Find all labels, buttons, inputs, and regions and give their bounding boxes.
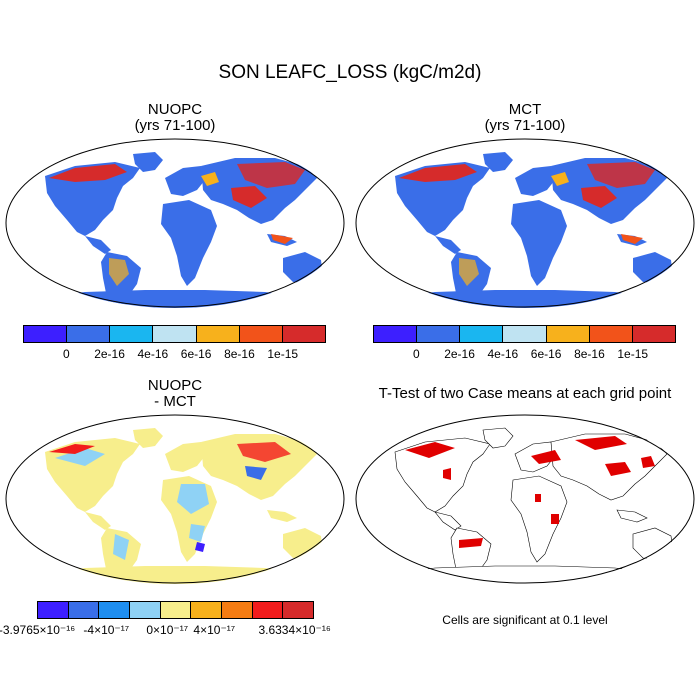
colorbar-swatch: [110, 326, 154, 342]
colorbar-swatch: [252, 602, 284, 618]
colorbar-tick-label: 4e-16: [137, 347, 169, 361]
colorbar-swatch: [417, 326, 461, 342]
colorbar-tick-label: 0: [412, 347, 420, 361]
ttest-note: Cells are significant at 0.1 level: [442, 613, 608, 627]
figure-title: SON LEAFC_LOSS (kgC/m2d): [218, 62, 482, 83]
colorbar-tick-label: 3.6334×10⁻¹⁶: [258, 623, 331, 637]
panel-title-line1: MCT: [508, 101, 542, 118]
colorbar-swatch: [374, 326, 418, 342]
colorbar-swatch: [632, 326, 675, 342]
colorbar-tick-label: 4×10⁻¹⁷: [193, 623, 236, 637]
colorbar-tick-label: 8e-16: [224, 347, 255, 361]
colorbar-swatch: [546, 326, 590, 342]
colorbar-nuopc: [23, 325, 326, 343]
panel-title-nuopc: NUOPC (yrs 71-100): [25, 102, 325, 134]
colorbar-tick-label: 2e-16: [94, 347, 125, 361]
colorbar-tick-label: 0×10⁻¹⁷: [146, 623, 189, 637]
colorbar-tick-label: -3.9765×10⁻¹⁶: [0, 623, 76, 637]
colorbar-tick-label: 2e-16: [444, 347, 475, 361]
panel-title-mct: MCT (yrs 71-100): [375, 102, 675, 134]
map-diff: [5, 414, 345, 584]
colorbar-tick-label: 4e-16: [487, 347, 519, 361]
colorbar-swatch: [130, 602, 161, 618]
panel-title-line1: NUOPC: [147, 377, 203, 394]
colorbar-mct: [373, 325, 676, 343]
colorbar-swatch: [191, 602, 223, 618]
colorbar-swatch: [196, 326, 240, 342]
colorbar-swatch: [503, 326, 547, 342]
panel-title-line1: T-Test of two Case means at each grid po…: [378, 385, 672, 402]
map-nuopc: [5, 138, 345, 308]
colorbar-swatch: [24, 326, 68, 342]
map-mct: [355, 138, 695, 308]
colorbar-swatch: [283, 602, 314, 618]
colorbar-swatch: [38, 602, 69, 618]
colorbar-swatch: [460, 326, 504, 342]
colorbar-swatch: [282, 326, 325, 342]
colorbar-tick-label: 6e-16: [180, 347, 212, 361]
colorbar-swatch: [589, 326, 633, 342]
colorbar-tick-label: 8e-16: [574, 347, 605, 361]
panel-title-diff: NUOPC - MCT: [25, 378, 325, 410]
colorbar-swatch: [239, 326, 283, 342]
colorbar-tick-label: 6e-16: [530, 347, 562, 361]
colorbar-tick-label: 1e-15: [617, 347, 649, 361]
panel-title-ttest: T-Test of two Case means at each grid po…: [350, 386, 700, 402]
panel-title-line2: (yrs 71-100): [484, 117, 566, 134]
colorbar-diff: [37, 601, 314, 619]
colorbar-swatch: [68, 602, 100, 618]
panel-title-line2: - MCT: [154, 393, 196, 410]
colorbar-swatch: [99, 602, 131, 618]
colorbar-tick-label: 1e-15: [267, 347, 299, 361]
map-ttest: [355, 414, 695, 584]
colorbar-swatch: [222, 602, 253, 618]
panel-title-line1: NUOPC: [147, 101, 203, 118]
colorbar-tick-label: 0: [62, 347, 70, 361]
colorbar-swatch: [160, 602, 192, 618]
colorbar-tick-label: -4×10⁻¹⁷: [83, 623, 130, 637]
colorbar-swatch: [153, 326, 197, 342]
colorbar-swatch: [67, 326, 111, 342]
panel-title-line2: (yrs 71-100): [134, 117, 216, 134]
